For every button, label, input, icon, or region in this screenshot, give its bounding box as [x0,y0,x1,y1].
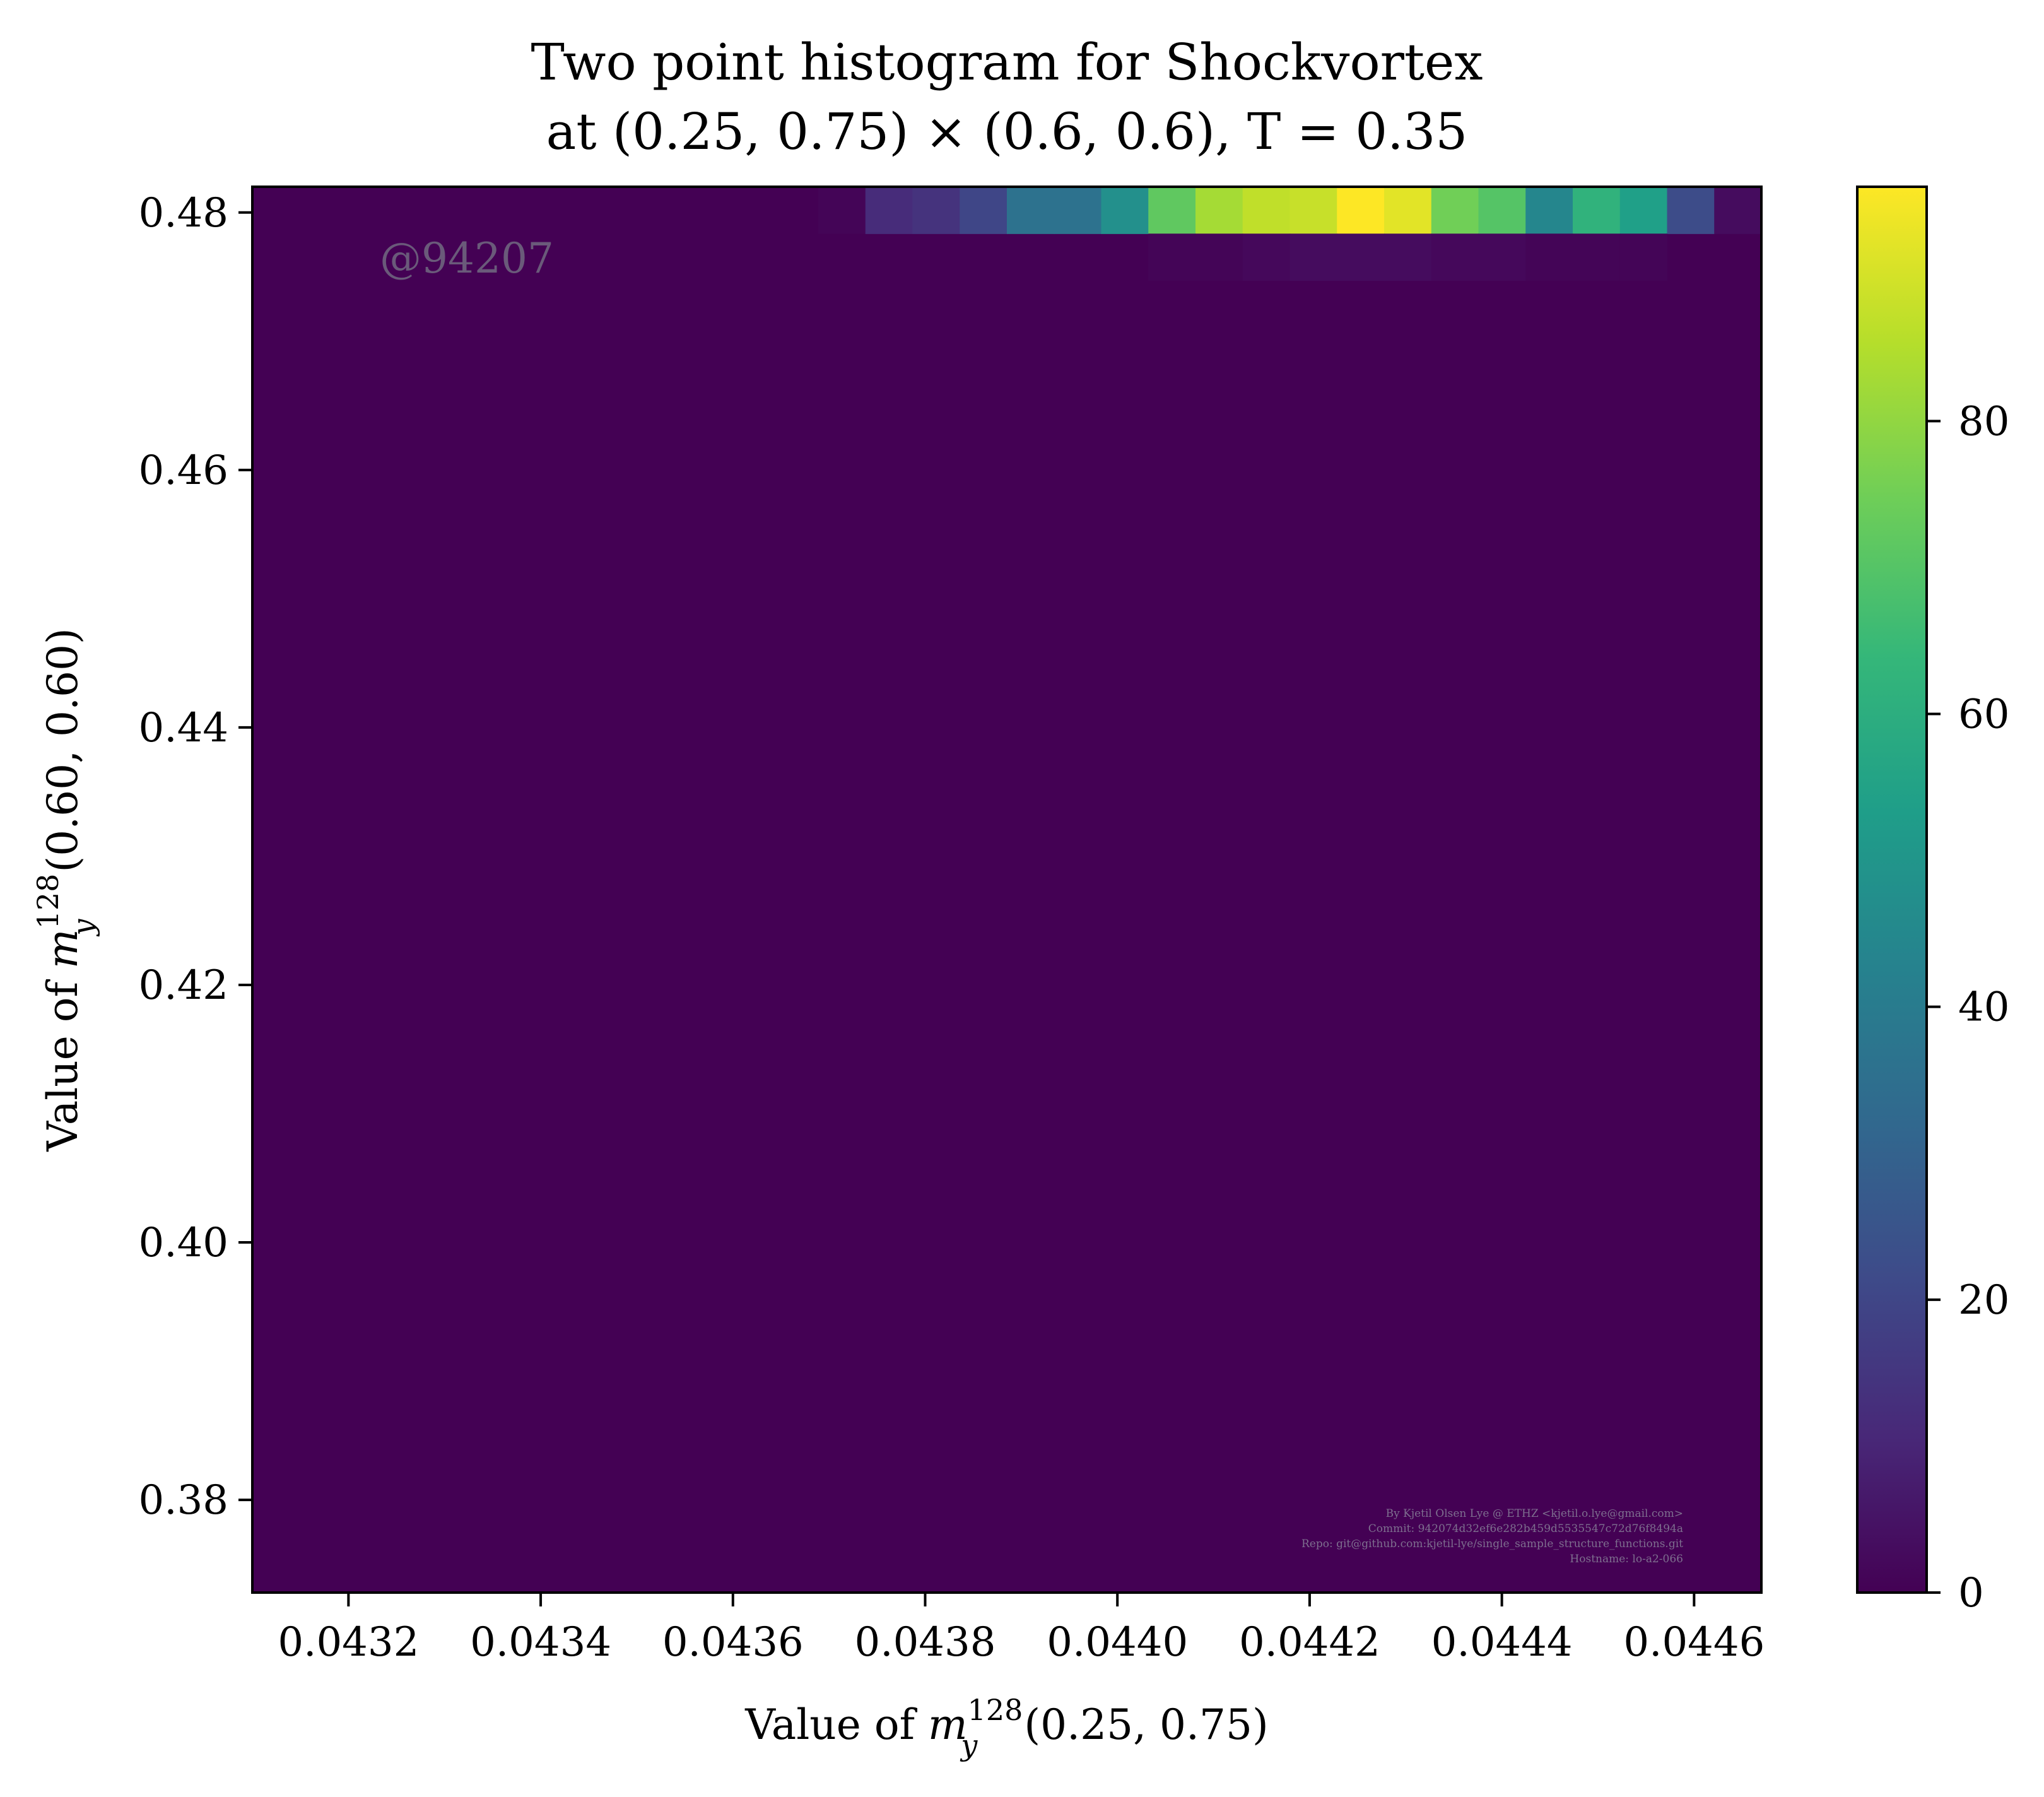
x-tick-label-6: 0.0444 [1431,1619,1573,1666]
heatmap-cell-second-row-23 [1337,233,1385,281]
y-tick-label-0: 0.38 [139,1477,229,1524]
heatmap-cell-top-row-29 [1619,187,1668,234]
x-axis-label-pre: Value of [744,1700,928,1749]
credits-block: By Kjetil Olsen Lye @ ETHZ <kjetil.o.lye… [1301,1507,1683,1565]
heatmap-zero-background [252,187,1761,1593]
x-axis-label-sup: 128 [968,1693,1023,1727]
heatmap-cell-top-row-18 [1101,187,1149,234]
heatmap-cell-top-row-12 [818,187,866,234]
colorbar-frame [1856,186,1928,1594]
y-axis-label-pre: Value of [38,969,87,1152]
x-tick-label-3: 0.0438 [855,1619,996,1666]
heatmap-cell-top-row-13 [865,187,913,234]
credit-line-commit: Commit: 942074d32ef6e282b459d5535547c72d… [1368,1523,1683,1535]
colorbar-tick-label-1: 20 [1958,1277,2009,1324]
colorbar-tick-label-3: 60 [1958,692,2009,738]
colorbar-axis: 0 20 40 60 80 [1927,398,2009,1617]
heatmap-cells [252,187,1762,1593]
credit-line-author: By Kjetil Olsen Lye @ ETHZ <kjetil.o.lye… [1386,1507,1683,1520]
y-axis-label-sub: y [66,919,100,937]
heatmap-cell-second-row-19 [1148,233,1196,281]
heatmap-cell-top-row-22 [1289,187,1337,234]
watermark-label: @94207 [380,234,554,283]
heatmap-cell-top-row-30 [1667,187,1715,234]
heatmap-cell-top-row-19 [1148,187,1196,234]
heatmap-cell-second-row-20 [1195,233,1243,281]
y-tick-label-1: 0.40 [139,1220,229,1266]
chart-title-line-2: at (0.25, 0.75) × (0.6, 0.6), T = 0.35 [546,102,1468,161]
y-tick-label-4: 0.46 [139,447,229,494]
colorbar-tick-label-2: 40 [1958,984,2009,1031]
credit-line-hostname: Hostname: lo-a2-066 [1570,1553,1683,1565]
heatmap-cell-top-row-15 [960,187,1007,234]
heatmap-cell-top-row-21 [1242,187,1291,234]
heatmap-cell-second-row-27 [1525,233,1573,281]
heatmap-cell-top-row-23 [1337,187,1385,234]
y-tick-label-3: 0.44 [139,705,229,751]
heatmap-cell-second-row-29 [1619,233,1668,281]
x-tick-label-7: 0.0446 [1623,1619,1765,1666]
heatmap-cell-second-row-21 [1242,233,1291,281]
heatmap-cell-top-row-17 [1054,187,1102,234]
y-axis-label-var: m [38,929,87,969]
colorbar-tick-label-0: 0 [1958,1570,1984,1617]
colorbar-tick-label-4: 80 [1958,398,2009,445]
x-tick-label-2: 0.0436 [662,1619,804,1666]
heatmap-cell-top-row-28 [1573,187,1621,234]
heatmap-cell-top-row-27 [1525,187,1573,234]
heatmap-cell-second-row-26 [1478,233,1526,281]
plot-frame [251,186,1763,1594]
x-axis-label-sub: y [960,1728,978,1762]
x-axis-label-var: m [928,1700,968,1749]
x-tick-label-1: 0.0434 [470,1619,611,1666]
x-axis-label: Value of m128 y (0.25, 0.75) [744,1693,1269,1762]
y-axis-label-sup: 128 [31,874,65,929]
y-axis: 0.38 0.40 0.42 0.44 0.46 0.48 [139,190,252,1524]
y-tick-label-5: 0.48 [139,190,229,237]
y-axis-label: Value of m128y (0.60, 0.60) [31,628,100,1152]
heatmap-cell-top-row-26 [1478,187,1526,234]
chart-title-line-1: Two point histogram for Shockvortex [531,33,1483,91]
x-axis-label-post: (0.25, 0.75) [1024,1700,1268,1749]
y-tick-label-2: 0.42 [139,962,229,1009]
y-axis-label-post: (0.60, 0.60) [38,628,87,872]
heatmap-cell-top-row-31 [1714,187,1762,234]
heatmap-cell-top-row-24 [1384,187,1432,234]
heatmap-cell-top-row-20 [1195,187,1243,234]
heatmap-cell-top-row-25 [1431,187,1479,234]
heatmap-cell-top-row-16 [1007,187,1055,234]
x-axis: 0.0432 0.0434 0.0436 0.0438 0.0440 0.0442 0.04… [278,1593,1765,1666]
x-tick-label-4: 0.0440 [1047,1619,1188,1666]
x-tick-label-5: 0.0442 [1239,1619,1380,1666]
heatmap-cell-second-row-22 [1289,233,1337,281]
x-tick-label-0: 0.0432 [278,1619,419,1666]
colorbar-gradient [1857,187,1927,1593]
heatmap-cell-second-row-24 [1384,233,1432,281]
heatmap-cell-second-row-25 [1431,233,1479,281]
heatmap-cell-top-row-14 [912,187,960,234]
heatmap-cell-second-row-28 [1573,233,1621,281]
credit-line-repo: Repo: git@github.com:kjetil-lye/single_s… [1301,1538,1683,1550]
